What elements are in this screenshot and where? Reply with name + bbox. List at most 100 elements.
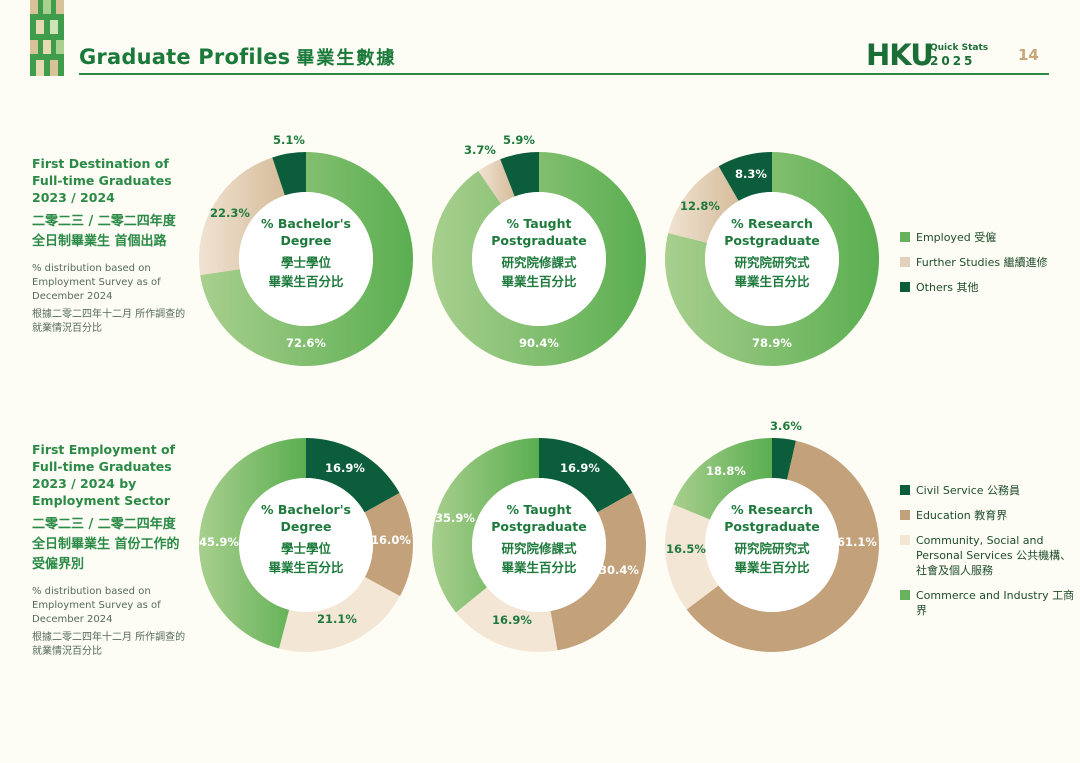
legend1-label: Further Studies 繼續進修 [916,256,1048,269]
section1-description: First Destination of Full-time Graduates… [32,155,192,336]
legend2-label: Community, Social and Personal Services … [916,534,1072,577]
slice-4-1 [306,438,400,513]
chart-5-title-line-1: % Taught [507,502,572,517]
header-rule [79,73,1049,75]
legend2-swatch [900,590,910,600]
legend2-swatch [900,535,910,545]
chart-2-title-line-3: 研究院修課式 [501,255,577,270]
chart-4-title-line-1: % Bachelor's [261,502,351,517]
legend1-item-1: Employed 受僱 [900,230,1076,245]
slice-1-2 [199,157,285,276]
legend1-label: Others 其他 [916,281,979,294]
value-label-1-1: 72.6% [286,336,326,350]
slice-6-4 [673,438,772,520]
donut-hole-6 [705,478,839,612]
section1-title-zh: 二零二三 / 二零二四年度 全日制畢業生 首個出路 [32,214,176,249]
value-label-1-2: 22.3% [210,206,250,220]
chart-5-title-line-3: 研究院修課式 [501,541,577,556]
legend2-item-4: Commerce and Industry 工商界 [900,588,1076,618]
slice-3-1 [665,152,880,366]
chart-2-title-line-1: % Taught [507,216,572,231]
chart-6-title-line-1: % Research [731,502,813,517]
donut-hole-1 [239,192,373,326]
value-label-3-2: 12.8% [680,199,720,213]
legend2-swatch [900,485,910,495]
donut-hole-3 [705,192,839,326]
header-pattern-logo [30,0,64,76]
page-title-zh: 畢業生數據 [296,48,397,69]
legend2-item-3: Community, Social and Personal Services … [900,533,1076,578]
slice-5-1 [539,438,633,513]
value-label-1-3: 5.1% [273,133,305,147]
donut-hole-5 [472,478,606,612]
chart-4-title-line-3: 學士學位 [281,541,332,556]
value-label-4-3: 21.1% [317,612,357,626]
slice-6-3 [664,504,719,610]
section1-note-en: % distribution based on Employment Surve… [32,263,161,302]
value-label-2-3: 5.9% [503,133,535,147]
logo-subtitle: Quick Stats [930,43,989,53]
chart-3-title-line-2: Postgraduate [724,233,819,248]
value-label-3-3: 8.3% [735,167,767,181]
slice-4-4 [199,438,306,649]
section2-title-en: First Employment of Full-time Graduates … [32,442,176,508]
slice-4-3 [279,577,400,652]
section1-note-zh: 根據二零二四年十二月 所作調查的就業情況百分比 [32,309,186,334]
chart-1-title-line-1: % Bachelor's [261,216,351,231]
legend-employment-sector: Civil Service 公務員 Education 教育界 Community,… [900,483,1076,628]
legend1-swatch [900,232,910,242]
chart-3-title-line-1: % Research [731,216,813,231]
value-label-5-1: 16.9% [560,461,600,475]
value-label-4-4: 45.9% [199,535,239,549]
slice-4-2 [364,492,413,597]
donut-hole-2 [472,192,606,326]
legend2-swatch [900,510,910,520]
value-label-5-4: 35.9% [435,511,475,525]
legend2-item-1: Civil Service 公務員 [900,483,1076,498]
chart-4-title-line-4: 畢業生百分比 [268,560,344,575]
slice-3-3 [718,152,772,201]
chart-3-title-line-4: 畢業生百分比 [734,274,810,289]
value-label-2-1: 90.4% [519,336,559,350]
section2-description: First Employment of Full-time Graduates … [32,441,192,659]
page-title: Graduate Profiles 畢業生數據 [79,44,396,70]
legend2-label: Commerce and Industry 工商界 [916,589,1075,617]
legend2-label: Civil Service 公務員 [916,484,1021,497]
page-title-en: Graduate Profiles [79,45,291,69]
slice-5-3 [455,587,558,652]
value-label-4-2: 16.0% [371,533,411,547]
donut-hole-4 [239,478,373,612]
chart-6-title-line-2: Postgraduate [724,519,819,534]
chart-6-title-line-4: 畢業生百分比 [734,560,810,575]
value-label-6-4: 18.8% [706,464,746,478]
slice-2-1 [432,152,647,366]
hku-logo: HKU [866,38,934,72]
chart-1-title-line-4: 畢業生百分比 [268,274,344,289]
value-label-2-2: 3.7% [464,143,496,157]
slice-3-2 [668,166,739,243]
chart-4-title-line-2: Degree [281,519,332,534]
slice-6-1 [772,438,796,480]
chart-2-title-line-4: 畢業生百分比 [501,274,577,289]
legend1-item-3: Others 其他 [900,280,1076,295]
chart-5-title-line-4: 畢業生百分比 [501,560,577,575]
chart-1-title-line-2: Degree [281,233,332,248]
value-label-3-1: 78.9% [752,336,792,350]
legend1-swatch [900,257,910,267]
chart-2-title-line-2: Postgraduate [491,233,586,248]
section2-note-zh: 根據二零二四年十二月 所作調查的就業情況百分比 [32,632,186,657]
value-label-6-1: 3.6% [770,419,802,433]
chart-5-title-line-2: Postgraduate [491,519,586,534]
slice-5-2 [550,492,646,651]
value-label-5-3: 16.9% [492,613,532,627]
section1-title-en: First Destination of Full-time Graduates… [32,156,172,205]
slice-1-3 [272,152,306,196]
value-label-5-2: 30.4% [599,563,639,577]
slice-6-2 [686,440,879,652]
page-number: 14 [1018,46,1039,64]
